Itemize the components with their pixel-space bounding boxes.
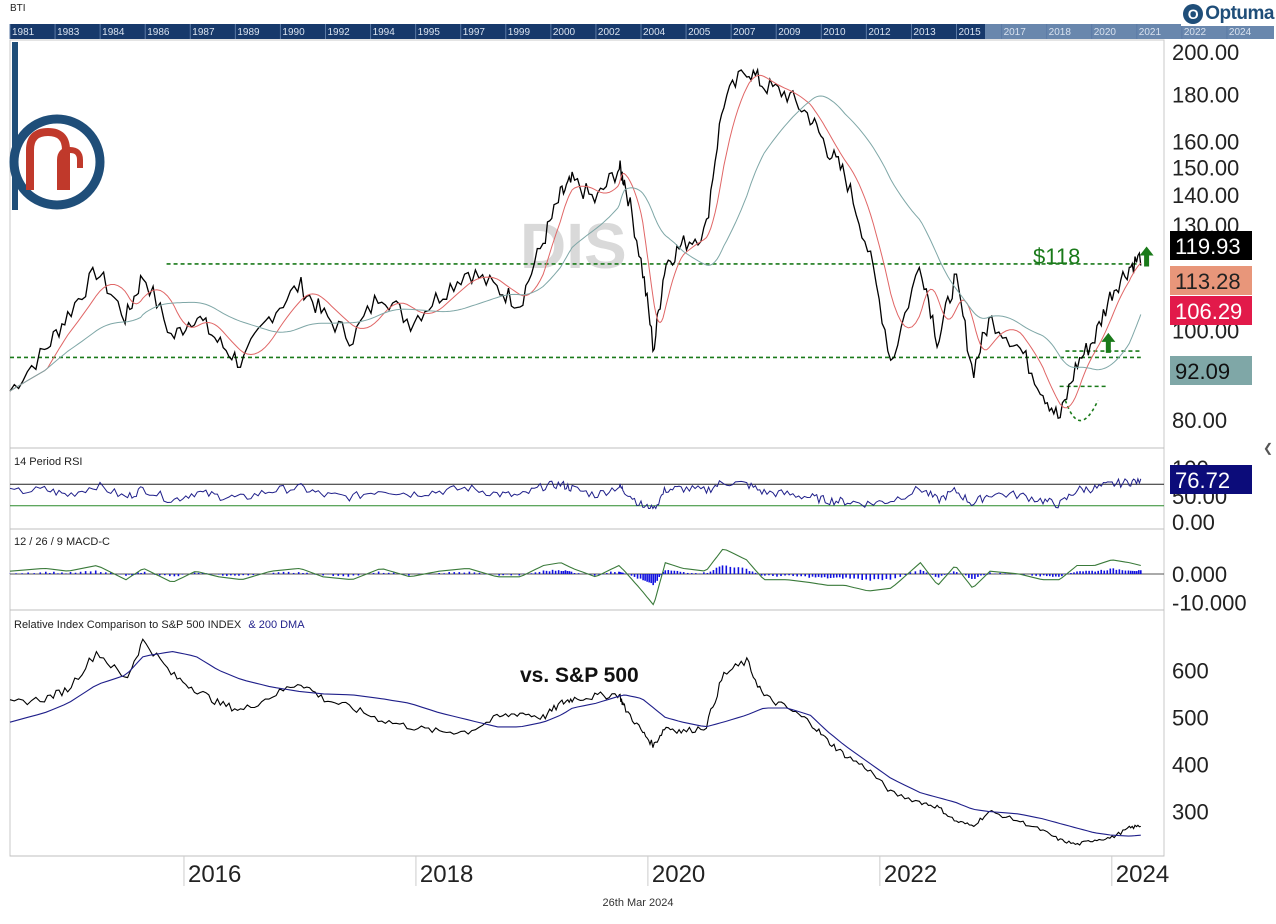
price-y-tick: 80.00 — [1172, 408, 1227, 433]
timeline-year: 2000 — [553, 27, 576, 38]
rsi-panel-title: 14 Period RSI — [14, 456, 82, 468]
timeline-year: 1981 — [12, 27, 35, 38]
relative-series-line — [9, 638, 1141, 846]
macd-y-tick: -10.000 — [1172, 590, 1247, 615]
timeline-year: 1995 — [418, 27, 441, 38]
relative-y-tick: 300 — [1172, 800, 1209, 825]
timeline-year: 1997 — [463, 27, 486, 38]
macd-y-tick: 0.000 — [1172, 562, 1227, 587]
timeline-year: 2002 — [598, 27, 621, 38]
last-price-badge-bg — [1170, 231, 1252, 260]
timeline-year: 2021 — [1139, 27, 1162, 38]
price-panel — [9, 67, 1142, 420]
timeline-year: 1984 — [102, 27, 125, 38]
breakout-arrows — [1101, 246, 1154, 353]
price-y-tick: 150.00 — [1172, 156, 1239, 181]
timeline-year: 2017 — [1004, 27, 1027, 38]
timeline-year: 2010 — [823, 27, 846, 38]
relative-panel-title-main: Relative Index Comparison to S&P 500 IND… — [14, 619, 242, 631]
relative-annotation: vs. S&P 500 — [520, 664, 639, 687]
collapse-panel-chevron-icon[interactable]: ❮ — [1262, 441, 1274, 455]
brand: O Optuma — [1181, 2, 1276, 26]
ma-mid-badge: 106.29 — [1175, 299, 1242, 324]
timeline-year: 1989 — [237, 27, 260, 38]
price-y-tick: 160.00 — [1172, 130, 1239, 155]
timeline-year: 2007 — [733, 27, 756, 38]
relative-y-tick: 400 — [1172, 753, 1209, 778]
price-y-tick: 140.00 — [1172, 183, 1239, 208]
ma-slow-badge-bg — [1170, 356, 1252, 385]
price-series-line — [9, 67, 1142, 420]
optuma-logo-icon: O — [1183, 4, 1204, 24]
relative-panel-title-suffix: & 200 DMA — [248, 619, 305, 631]
timeline-year: 2009 — [778, 27, 801, 38]
x-tick-label: 2016 — [188, 861, 241, 888]
timeline-year: 1987 — [192, 27, 215, 38]
ma-fast-badge-bg — [1170, 266, 1252, 295]
timeline-year: 2013 — [913, 27, 936, 38]
timeline-year: 2004 — [643, 27, 666, 38]
symbol-label: BTI — [10, 3, 26, 14]
timeline-year: 2024 — [1229, 27, 1252, 38]
x-tick-label: 2018 — [420, 861, 473, 888]
relative-panel — [9, 638, 1141, 846]
macd-panel-title: 12 / 26 / 9 MACD-C — [14, 536, 110, 548]
brand-name: Optuma — [1205, 3, 1274, 24]
ma-fast-badge: 113.28 — [1175, 269, 1241, 294]
ma-slow-badge: 92.09 — [1175, 359, 1230, 384]
x-tick-label: 2024 — [1116, 861, 1169, 888]
up-arrow-icon-0 — [1101, 332, 1116, 353]
relative-y-tick: 500 — [1172, 705, 1209, 730]
up-arrow-icon-1 — [1139, 246, 1154, 267]
timeline-year: 1992 — [328, 27, 351, 38]
price-y-tick: 200.00 — [1172, 40, 1239, 65]
timeline-year: 1999 — [508, 27, 531, 38]
last-value-badges: 119.93 113.28 106.29 92.09 76.72 — [1170, 231, 1252, 494]
timeline-year: 1990 — [282, 27, 305, 38]
timeline-year: 2012 — [868, 27, 891, 38]
timeline-window[interactable] — [985, 24, 1274, 39]
timeline-year: 2018 — [1049, 27, 1072, 38]
rsi-y-tick: 0.00 — [1172, 510, 1215, 535]
timeline-year: 1986 — [147, 27, 170, 38]
ma-mid-badge-bg — [1170, 296, 1252, 325]
rsi-series-line — [9, 477, 1142, 510]
x-tick-label: 2022 — [884, 861, 937, 888]
x-axis-labels: 2016 2018 2020 2022 2024 — [183, 856, 1169, 888]
timeline-year: 2015 — [959, 27, 982, 38]
resistance-annotation: $118 — [1033, 244, 1080, 269]
y-axis-labels: 80.00100.00130.00140.00150.00160.00180.0… — [1172, 40, 1247, 825]
ma-fast-line — [9, 74, 1142, 409]
relative-y-tick: 600 — [1172, 658, 1209, 683]
rsi-last-badge-bg — [1170, 465, 1252, 494]
macd-signal-line — [9, 548, 1141, 606]
relative-panel-title: Relative Index Comparison to S&P 500 IND… — [14, 619, 305, 631]
chart-date: 26th Mar 2024 — [602, 897, 674, 909]
support-resistance-lines — [10, 263, 1141, 422]
price-y-tick: 180.00 — [1172, 82, 1239, 107]
timeline-year: 2022 — [1184, 27, 1207, 38]
relative-200dma-line — [9, 651, 1141, 837]
ma-slow-line — [9, 95, 1142, 392]
timeline-year-labels: 1981 1983 1984 1986 1987 1989 1990 1992 1994 1995… — [9, 24, 1252, 39]
bottom-pattern-curve — [1064, 400, 1099, 422]
macd-panel — [9, 548, 1164, 606]
timeline-year: 2020 — [1094, 27, 1117, 38]
publisher-logo-icon — [9, 42, 105, 210]
rsi-panel — [9, 477, 1164, 510]
rsi-last-badge: 76.72 — [1175, 468, 1230, 493]
x-tick-label: 2020 — [652, 861, 705, 888]
timeline-year: 1994 — [373, 27, 396, 38]
timeline-year: 1983 — [57, 27, 80, 38]
timeline-year: 2005 — [688, 27, 711, 38]
last-price-badge: 119.93 — [1175, 234, 1241, 259]
